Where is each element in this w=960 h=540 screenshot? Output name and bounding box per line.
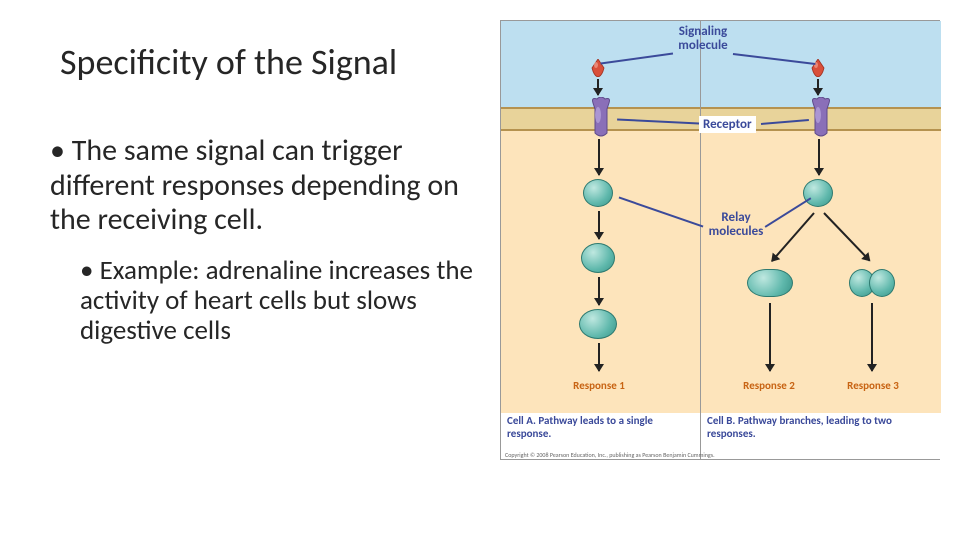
cell-b-caption: Cell B. Pathway branches, leading to two… bbox=[701, 413, 941, 459]
relay-molecule-icon bbox=[581, 243, 615, 273]
signal-specificity-diagram: Response 1Cell A. Pathway leads to a sin… bbox=[500, 20, 940, 460]
relay-molecule-icon bbox=[849, 269, 895, 297]
relay-molecule-icon bbox=[579, 309, 617, 339]
receptor-icon bbox=[809, 97, 833, 133]
bullet-main: The same signal can trigger different re… bbox=[20, 134, 490, 238]
signaling-molecule-label: Signaling molecule bbox=[653, 25, 753, 52]
bullet-sub: Example: adrenaline increases the activi… bbox=[20, 256, 490, 347]
relay-molecule-icon bbox=[583, 179, 613, 207]
response-label: Response 3 bbox=[833, 379, 913, 392]
response-label: Response 1 bbox=[559, 379, 639, 392]
response-label: Response 2 bbox=[729, 379, 809, 392]
relay-molecule-icon bbox=[803, 179, 833, 207]
signaling-molecule-icon bbox=[811, 59, 825, 77]
page-title: Specificity of the Signal bbox=[60, 40, 490, 84]
relay-molecule-icon bbox=[747, 269, 793, 297]
receptor-label: Receptor bbox=[699, 116, 756, 133]
copyright-text: Copyright © 2008 Pearson Education, Inc.… bbox=[505, 451, 715, 459]
receptor-icon bbox=[589, 97, 613, 133]
relay-molecules-label: Relay molecules bbox=[701, 211, 771, 238]
